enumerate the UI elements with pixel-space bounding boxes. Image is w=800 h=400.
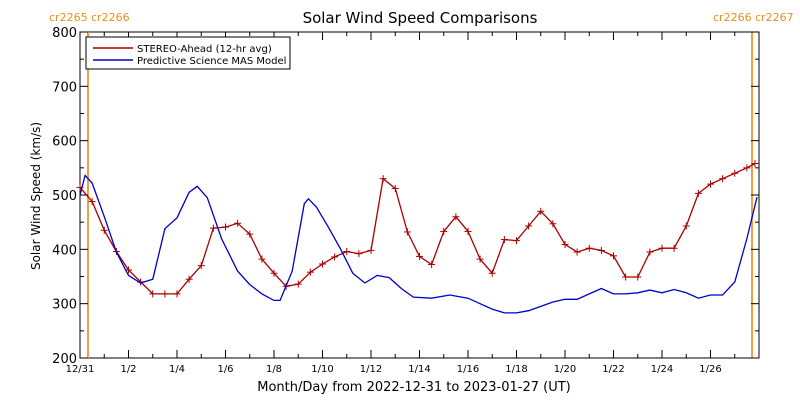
plot-frame (79, 31, 760, 359)
data-point-marker (622, 273, 630, 281)
data-point-marker (464, 227, 472, 235)
y-tick-label: 500 (52, 189, 77, 204)
data-point-marker (597, 246, 605, 254)
data-point-marker (751, 159, 759, 167)
data-point-marker (440, 227, 448, 235)
data-point-marker (537, 207, 545, 215)
data-point-marker (270, 269, 278, 277)
data-point-marker (682, 222, 690, 230)
data-point-marker (246, 230, 254, 238)
data-point-marker (88, 198, 96, 206)
data-point-marker (161, 290, 169, 298)
plot-area: 200 300 400 500 600 700 800 12/31 1/2 1/4 1/6 1/8 1/… (52, 26, 760, 375)
data-point-marker (610, 252, 617, 260)
data-point-marker (428, 261, 436, 269)
data-point-marker (149, 290, 157, 298)
data-point-marker (209, 224, 217, 232)
y-axis-label: Solar Wind Speed (km/s) (29, 122, 43, 270)
data-point-marker (306, 268, 314, 276)
data-point-marker (294, 280, 302, 288)
x-tick-label: 1/18 (505, 364, 527, 375)
data-point-marker (222, 223, 229, 231)
x-tick-label: 12/31 (66, 364, 95, 375)
data-point-marker (488, 269, 496, 277)
data-point-marker (658, 244, 666, 252)
data-point-marker (549, 220, 557, 228)
data-point-marker (573, 248, 581, 256)
data-point-marker (355, 250, 363, 258)
x-tick-label: 1/26 (699, 364, 721, 375)
x-tick-label: 1/8 (266, 364, 282, 375)
data-point-marker (185, 275, 193, 283)
data-point-marker (403, 228, 411, 236)
y-tick-label: 400 (52, 243, 77, 258)
data-point-marker (173, 290, 181, 298)
data-point-marker (694, 189, 702, 197)
data-point-marker (379, 175, 387, 183)
y-tick-label: 200 (52, 352, 77, 367)
x-tick-label: 1/24 (651, 364, 673, 375)
data-point-marker (452, 213, 460, 221)
data-point-marker (731, 169, 739, 177)
carrington-label-left-1: cr2265 (49, 11, 88, 24)
data-point-marker (585, 244, 593, 252)
data-point-marker (391, 184, 399, 192)
legend-label: Predictive Science MAS Model (137, 56, 286, 67)
x-tick-label: 1/6 (217, 364, 233, 375)
carrington-label-right-1: cr2266 (713, 11, 752, 24)
legend-label: STEREO-Ahead (12-hr avg) (137, 44, 272, 55)
x-tick-label: 1/16 (457, 364, 479, 375)
data-point-marker (343, 248, 351, 256)
data-point-marker (197, 262, 205, 270)
carrington-label-left-2: cr2266 (91, 11, 130, 24)
legend-box (85, 36, 291, 70)
x-tick-label: 1/20 (554, 364, 576, 375)
data-point-marker (634, 273, 642, 281)
data-point-marker (234, 219, 242, 227)
chart-title: Solar Wind Speed Comparisons (303, 9, 538, 27)
data-point-marker (743, 164, 751, 172)
x-tick-label: 1/12 (360, 364, 382, 375)
data-point-marker (367, 246, 375, 254)
x-tick-label: 1/4 (169, 364, 185, 375)
data-point-marker (646, 248, 654, 256)
data-point-marker (500, 236, 508, 244)
x-tick-label: 1/14 (408, 364, 430, 375)
x-tick-label: 1/2 (120, 364, 136, 375)
data-point-marker (525, 222, 533, 230)
x-axis-label: Month/Day from 2022-12-31 to 2023-01-27 … (257, 380, 570, 395)
x-tick-label: 1/22 (602, 364, 624, 375)
y-tick-label: 600 (52, 135, 77, 150)
data-point-marker (707, 180, 714, 188)
data-point-marker (513, 237, 520, 245)
data-point-marker (476, 255, 484, 263)
data-point-marker (416, 252, 423, 260)
data-point-marker (331, 253, 339, 261)
data-point-marker (258, 255, 266, 263)
data-point-marker (100, 226, 108, 234)
series-line-mas-model (79, 174, 758, 314)
y-tick-label: 800 (52, 26, 77, 41)
y-tick-label: 300 (52, 298, 77, 313)
data-point-marker (670, 244, 678, 252)
carrington-label-right-2: cr2267 (755, 11, 794, 24)
data-point-marker (561, 240, 569, 248)
series-line-stereo-ahead (79, 162, 756, 295)
y-tick-label: 700 (52, 80, 77, 95)
x-tick-label: 1/10 (311, 364, 333, 375)
data-point-marker (319, 260, 326, 268)
data-point-marker (719, 175, 727, 183)
